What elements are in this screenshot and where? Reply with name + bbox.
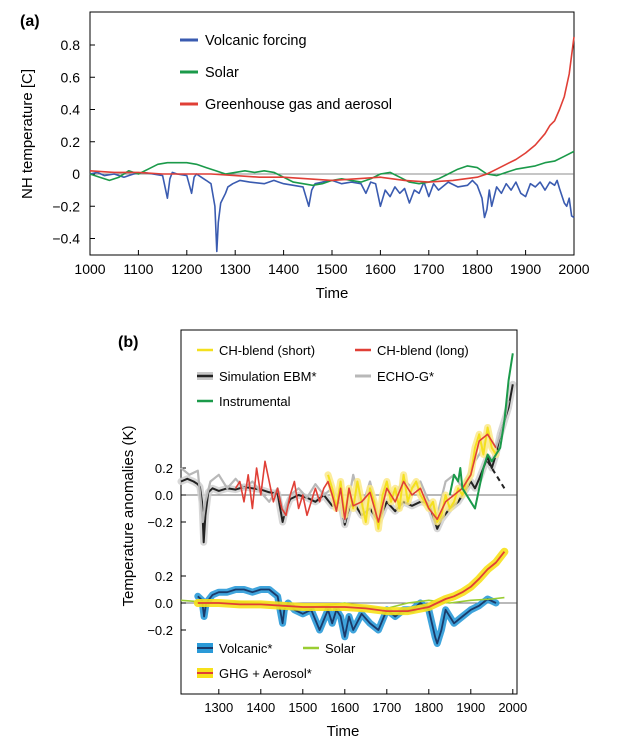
legend-label-instrumental: Instrumental	[219, 394, 291, 409]
x-tick-label-1600: 1600	[330, 700, 359, 715]
series-line-instrumental	[448, 353, 514, 510]
x-tick-label-1800: 1800	[414, 700, 443, 715]
y-tick-label: 0.2	[61, 134, 81, 150]
legend-label-ghg-aerosol: GHG + Aerosol*	[219, 666, 312, 681]
y-tick-label: 0	[72, 166, 80, 182]
y-tick-label-upper: 0.2	[155, 461, 173, 476]
y-tick-label-upper: 0.0	[155, 488, 173, 503]
x-tick-label-1200: 1200	[171, 261, 202, 277]
x-tick-label-1800: 1800	[462, 261, 493, 277]
y-tick-label: −0.4	[52, 231, 80, 247]
legend-label-ch-blend-long: CH-blend (long)	[377, 343, 469, 358]
y-tick-label-lower: 0.0	[155, 596, 173, 611]
legend-label-volcanic: Volcanic*	[219, 641, 272, 656]
x-tick-label-1700: 1700	[413, 261, 444, 277]
panel-b-legend: CH-blend (short) CH-blend (long) Simulatio…	[197, 343, 469, 681]
panel-a-series	[89, 36, 575, 253]
panel-b-frame	[180, 329, 518, 695]
legend-label-echo-g: ECHO-G*	[377, 369, 434, 384]
y-tick-label-lower: −0.2	[147, 623, 173, 638]
x-tick-label-1500: 1500	[288, 700, 317, 715]
series-line-greenhouse-gas-and-aerosol	[89, 36, 575, 183]
legend-label-simulation-ebm: Simulation EBM*	[219, 369, 317, 384]
y-tick-label: 0.4	[61, 102, 81, 118]
series-line-ghg-aerosol	[197, 551, 506, 612]
x-tick-label-1100: 1100	[123, 261, 153, 277]
y-tick-label-upper: −0.2	[147, 515, 173, 530]
panel-b-x-axis-label: Time	[327, 723, 360, 740]
x-tick-label-1300: 1300	[204, 700, 233, 715]
panel-a-x-axis-label: Time	[316, 285, 349, 302]
legend-label-greenhouse-gas-and-aerosol: Greenhouse gas and aerosol	[205, 97, 392, 113]
x-tick-label-1900: 1900	[456, 700, 485, 715]
panel-a-legend: Volcanic forcing Solar Greenhouse gas and …	[180, 33, 392, 113]
y-tick-label: 0.8	[61, 37, 81, 53]
x-tick-label-1900: 1900	[510, 261, 541, 277]
y-tick-label: 0.6	[61, 69, 81, 85]
x-tick-label-2000: 2000	[558, 261, 589, 277]
series-line-ch-blend-long	[234, 433, 497, 523]
panel-a-ticks: 1000 1100 1200 1300 1400 1500 1600 1700 1800 1900…	[52, 37, 589, 277]
x-tick-label-1500: 1500	[316, 261, 347, 277]
panel-b-series	[177, 353, 517, 647]
x-tick-label-1400: 1400	[246, 700, 275, 715]
legend-label-ch-blend-short: CH-blend (short)	[219, 343, 315, 358]
panel-a-label: (a)	[20, 13, 40, 30]
panel-a-frame	[89, 11, 575, 256]
legend-label-solar: Solar	[205, 65, 239, 81]
panel-a-y-axis-label: NH temperature [C]	[19, 69, 36, 199]
panel-b-label: (b)	[118, 334, 138, 351]
series-line-volcanic	[197, 588, 497, 645]
y-tick-label: −0.2	[52, 198, 80, 214]
x-tick-label-1300: 1300	[220, 261, 251, 277]
x-tick-label-1400: 1400	[268, 261, 299, 277]
x-tick-label-2000: 2000	[498, 700, 527, 715]
x-tick-label-1600: 1600	[365, 261, 396, 277]
panel-b-y-axis-label: Temperature anomalies (K)	[120, 426, 137, 607]
legend-label-solar: Solar	[325, 641, 356, 656]
series-line-volcanic-forcing	[89, 171, 575, 253]
x-tick-label-1000: 1000	[74, 261, 105, 277]
legend-label-volcanic-forcing: Volcanic forcing	[205, 33, 307, 49]
x-tick-label-1700: 1700	[372, 700, 401, 715]
y-tick-label-lower: 0.2	[155, 569, 173, 584]
